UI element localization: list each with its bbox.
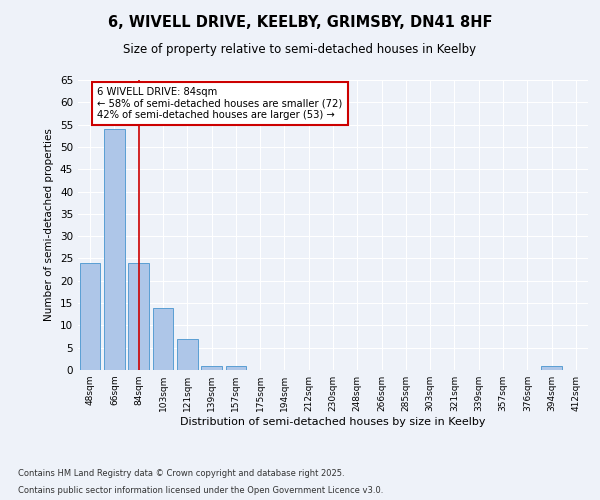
- Bar: [152, 308, 173, 370]
- Text: 6, WIVELL DRIVE, KEELBY, GRIMSBY, DN41 8HF: 6, WIVELL DRIVE, KEELBY, GRIMSBY, DN41 8…: [108, 15, 492, 30]
- Text: Contains public sector information licensed under the Open Government Licence v3: Contains public sector information licen…: [18, 486, 383, 495]
- Text: Contains HM Land Registry data © Crown copyright and database right 2025.: Contains HM Land Registry data © Crown c…: [18, 468, 344, 477]
- Y-axis label: Number of semi-detached properties: Number of semi-detached properties: [44, 128, 55, 322]
- Bar: [541, 366, 562, 370]
- Bar: [104, 129, 125, 370]
- Bar: [128, 263, 149, 370]
- Text: Size of property relative to semi-detached houses in Keelby: Size of property relative to semi-detach…: [124, 42, 476, 56]
- Bar: [177, 339, 197, 370]
- X-axis label: Distribution of semi-detached houses by size in Keelby: Distribution of semi-detached houses by …: [180, 417, 486, 427]
- Bar: [226, 366, 246, 370]
- Bar: [80, 263, 100, 370]
- Text: 6 WIVELL DRIVE: 84sqm
← 58% of semi-detached houses are smaller (72)
42% of semi: 6 WIVELL DRIVE: 84sqm ← 58% of semi-deta…: [97, 86, 343, 120]
- Bar: [201, 366, 222, 370]
